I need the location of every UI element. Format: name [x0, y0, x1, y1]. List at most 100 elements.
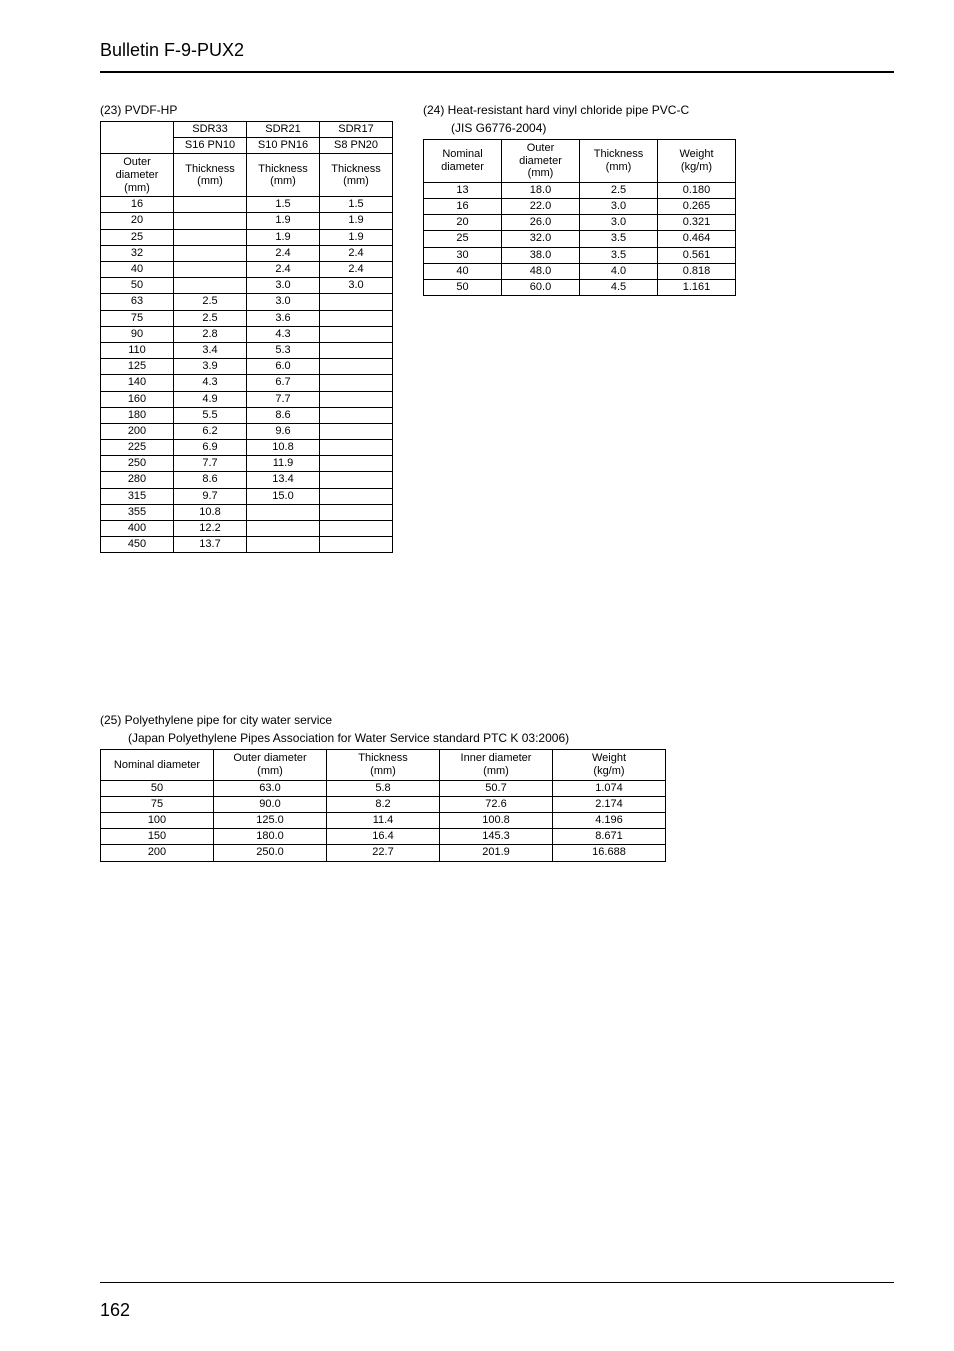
- table-23-cell: [320, 440, 393, 456]
- table-23-h3b: S8 PN20: [320, 138, 393, 154]
- table-23-cell: 6.0: [247, 359, 320, 375]
- table-24-cell: 13: [424, 182, 502, 198]
- table-25-cell: 150: [101, 829, 214, 845]
- table-23-cell: 25: [101, 229, 174, 245]
- table-23-cell: [174, 278, 247, 294]
- table-23-row: 402.42.4: [101, 262, 393, 278]
- table-23-cell: [320, 359, 393, 375]
- table-23-cell: 250: [101, 456, 174, 472]
- table-23-cell: 450: [101, 537, 174, 553]
- table-23-cell: [174, 197, 247, 213]
- table-24-row: 1318.02.50.180: [424, 182, 736, 198]
- table-25-cell: 180.0: [214, 829, 327, 845]
- table-25-cell: 63.0: [214, 780, 327, 796]
- table-25-cell: 50: [101, 780, 214, 796]
- table-23-cell: 8.6: [247, 407, 320, 423]
- table-23-row: 2808.613.4: [101, 472, 393, 488]
- section-24-title2: (JIS G6776-2004): [423, 121, 736, 135]
- table-24-cell: 16: [424, 199, 502, 215]
- table-23-cell: 2.8: [174, 326, 247, 342]
- table-24-cell: 50: [424, 280, 502, 296]
- table-23-cell: 20: [101, 213, 174, 229]
- table-24-cell: 40: [424, 263, 502, 279]
- table-24-cell: 0.265: [658, 199, 736, 215]
- table-25-row: 100125.011.4100.84.196: [101, 813, 666, 829]
- table-23-cell: 1.9: [320, 229, 393, 245]
- table-23-h3: SDR17: [320, 122, 393, 138]
- table-23-cell: 2.4: [247, 262, 320, 278]
- footer-rule: [100, 1282, 894, 1283]
- table-25-cell: 145.3: [440, 829, 553, 845]
- table-23-cell: 5.3: [247, 342, 320, 358]
- table-24-cell: 25: [424, 231, 502, 247]
- table-23-cell: 15.0: [247, 488, 320, 504]
- table-23-cell: [320, 310, 393, 326]
- table-24-row: 5060.04.51.161: [424, 280, 736, 296]
- table-23-row: 32 2.42.4: [101, 245, 393, 261]
- table-23-cell: 4.3: [247, 326, 320, 342]
- table-23-cell: 12.2: [174, 521, 247, 537]
- table-24-cell: 32.0: [502, 231, 580, 247]
- table-24-cell: 2.5: [580, 182, 658, 198]
- table-23-cell: [174, 213, 247, 229]
- table-23-cell: 1.5: [247, 197, 320, 213]
- table-23: SDR33 SDR21 SDR17 S16 PN10 S10 PN16 S8 P…: [100, 121, 393, 553]
- table-23-cell: [320, 391, 393, 407]
- table-23-h2c: Thickness(mm): [247, 154, 320, 197]
- table-23-blank: [101, 122, 174, 154]
- table-23-row: 3159.715.0: [101, 488, 393, 504]
- table-23-cell: 4.9: [174, 391, 247, 407]
- table-23-row: 1805.58.6: [101, 407, 393, 423]
- table-25-header: Nominal diameter Outer diameter(mm) Thic…: [101, 750, 666, 780]
- table-24-cell: 48.0: [502, 263, 580, 279]
- table-23-cell: 7.7: [174, 456, 247, 472]
- table-24-cell: 22.0: [502, 199, 580, 215]
- table-23-row: 2256.910.8: [101, 440, 393, 456]
- table-24-row: 2532.03.50.464: [424, 231, 736, 247]
- table-23-cell: [320, 423, 393, 439]
- table-25-cell: 72.6: [440, 796, 553, 812]
- table-23-cell: 5.5: [174, 407, 247, 423]
- table-23-row: 2507.711.9: [101, 456, 393, 472]
- t25-h2: Thickness(mm): [327, 750, 440, 780]
- table-23-cell: 3.6: [247, 310, 320, 326]
- table-23-cell: 11.9: [247, 456, 320, 472]
- table-23-cell: 125: [101, 359, 174, 375]
- table-23-h1c: Thickness(mm): [174, 154, 247, 197]
- table-23-cell: 9.7: [174, 488, 247, 504]
- table-23-cell: [320, 504, 393, 520]
- table-23-cell: 9.6: [247, 423, 320, 439]
- t25-h3: Inner diameter(mm): [440, 750, 553, 780]
- table-23-header-row1: SDR33 SDR21 SDR17: [101, 122, 393, 138]
- table-24-cell: 1.161: [658, 280, 736, 296]
- table-25-cell: 8.2: [327, 796, 440, 812]
- table-25-cell: 4.196: [553, 813, 666, 829]
- table-25-cell: 22.7: [327, 845, 440, 861]
- table-23-cell: 90: [101, 326, 174, 342]
- table-23-cell: 3.0: [247, 294, 320, 310]
- table-24-cell: 3.5: [580, 247, 658, 263]
- table-23-cell: 2.4: [247, 245, 320, 261]
- table-25-cell: 16.688: [553, 845, 666, 861]
- section-23-title: (23) PVDF-HP: [100, 103, 393, 117]
- table-23-cell: 400: [101, 521, 174, 537]
- t24-h3: Weight(kg/m): [658, 140, 736, 183]
- table-23-cell: 3.0: [320, 278, 393, 294]
- table-23-cell: 2.4: [320, 245, 393, 261]
- table-23-row: 251.91.9: [101, 229, 393, 245]
- section-23: (23) PVDF-HP SDR33 SDR21 SDR17 S16 PN10 …: [100, 103, 393, 553]
- table-23-cell: 4.3: [174, 375, 247, 391]
- table-23-row: 1404.36.7: [101, 375, 393, 391]
- t25-h0: Nominal diameter: [101, 750, 214, 780]
- table-23-cell: 6.2: [174, 423, 247, 439]
- table-23-cell: 13.4: [247, 472, 320, 488]
- t24-h1: Outerdiameter(mm): [502, 140, 580, 183]
- table-23-h0c: Outerdiameter(mm): [101, 154, 174, 197]
- table-23-cell: [247, 504, 320, 520]
- table-23-row: 35510.8: [101, 504, 393, 520]
- table-23-cell: 200: [101, 423, 174, 439]
- table-23-cell: 32: [101, 245, 174, 261]
- table-24-header: Nominaldiameter Outerdiameter(mm) Thickn…: [424, 140, 736, 183]
- table-23-row: 632.53.0: [101, 294, 393, 310]
- table-25-cell: 201.9: [440, 845, 553, 861]
